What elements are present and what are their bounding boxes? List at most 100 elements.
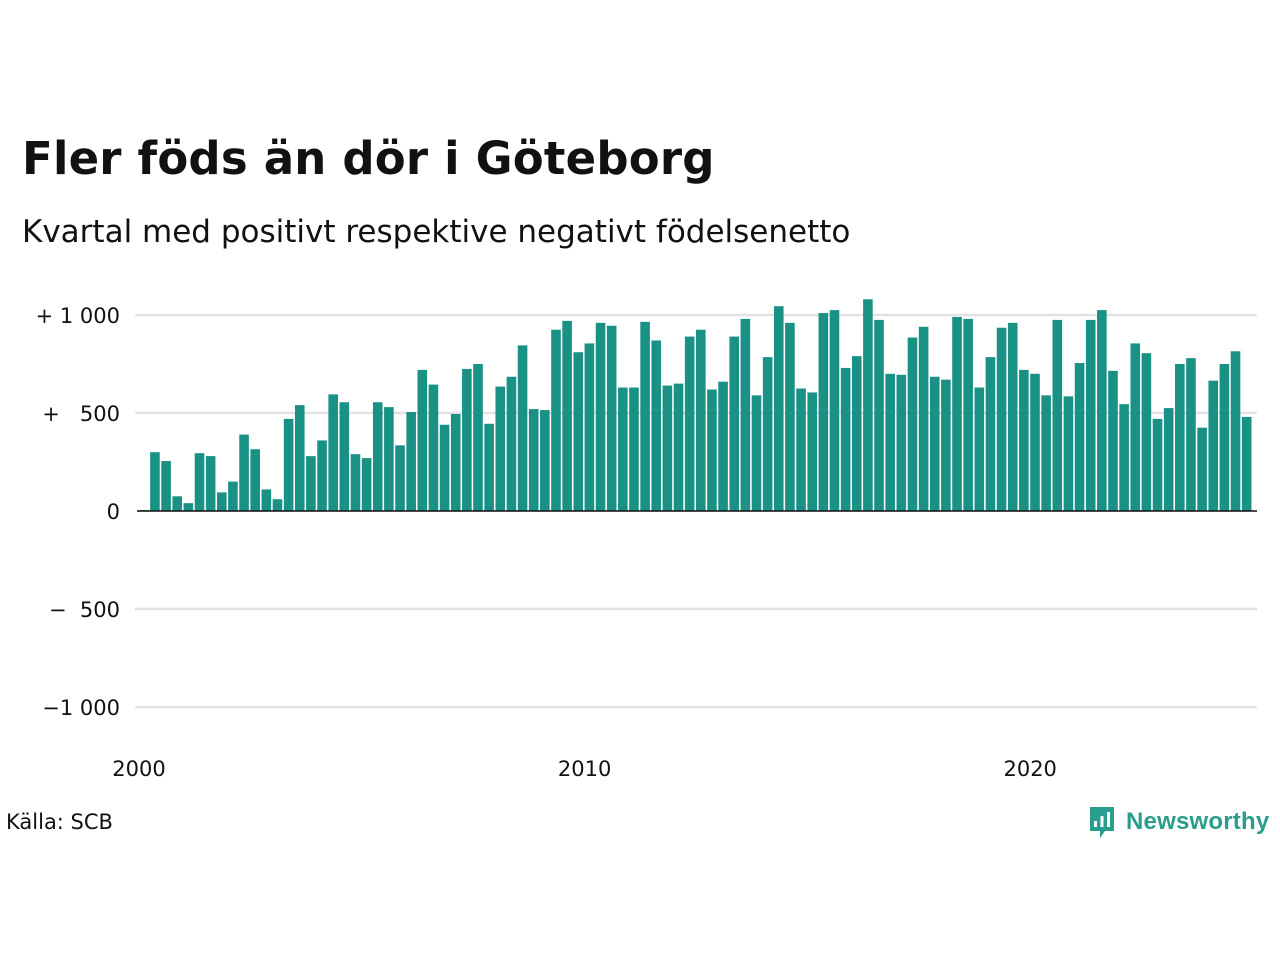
bar [384,407,394,511]
bar [651,340,662,511]
bar [1052,319,1063,511]
bar [996,327,1007,511]
bar [406,412,416,511]
bar [306,456,316,511]
bar [974,387,985,511]
bar [395,445,405,511]
y-tick-label: − 500 [49,598,120,622]
bar [929,376,940,511]
bar [183,503,194,511]
bar [1019,369,1029,511]
bar [618,387,628,511]
bar [662,385,673,511]
bar [172,496,183,511]
bar [729,336,740,511]
bar [506,376,517,511]
x-tick-label: 2000 [112,757,165,781]
bar [194,453,205,511]
bar [952,316,962,511]
bar [851,356,862,511]
bar [885,373,895,511]
bar [328,394,338,511]
bar [874,319,884,511]
newsworthy-logo[interactable]: Newsworthy [1088,804,1269,840]
bar [907,337,918,511]
bar [1175,364,1185,511]
bar [1186,358,1196,511]
bar [606,325,617,511]
bar [417,369,428,511]
bar [1208,380,1219,511]
bar [1097,310,1107,511]
bar [1197,427,1207,511]
bar [1074,363,1085,511]
bar [1108,370,1118,511]
y-tick-label: + 1 000 [36,304,120,328]
bar [239,434,249,511]
bar [707,389,717,511]
bar [1130,343,1141,511]
bar [941,379,951,511]
bar [985,357,996,511]
bar [629,387,639,511]
bar [1063,396,1074,511]
bar [684,336,695,511]
x-axis-tick-labels: 2000 2010 2020 [112,757,1057,781]
bar [283,418,294,511]
y-tick-label: −1 000 [42,696,120,720]
bars [139,299,1252,511]
bar [562,320,572,511]
bar [495,386,506,511]
bar-chart: + 1 000 + 500 0 − 500 −1 000 2000 2010 2020 [36,299,1257,781]
bar [1119,404,1129,511]
bar [1141,353,1152,511]
bar [595,322,606,511]
bar [1163,408,1174,511]
bar [528,409,539,511]
bar [484,423,494,511]
bar [1230,351,1241,511]
brand-name: Newsworthy [1126,808,1270,835]
bar [807,392,817,511]
bar [261,489,272,511]
bar [740,318,751,511]
bar [161,461,171,511]
bar [1041,395,1051,511]
bar [517,345,528,511]
bar [918,326,929,511]
bar [818,313,829,511]
bar [473,364,483,511]
bar [762,357,773,511]
bar [863,299,873,511]
bar [573,352,584,511]
bar [551,329,561,511]
bar [963,318,973,511]
bar [294,405,305,511]
bar [1030,373,1040,511]
x-tick-label: 2010 [558,757,611,781]
bar [673,383,684,511]
bar [317,440,327,511]
bar [1241,416,1252,511]
bar [829,310,840,511]
bar [372,402,383,511]
bar [462,368,472,511]
bar [216,492,227,511]
chart-title: Fler föds än dör i Göteborg [22,132,715,185]
bar [1152,418,1163,511]
bar [228,481,238,511]
bar [540,410,550,511]
bar [1007,322,1018,511]
bar [339,402,350,511]
bar [584,343,595,511]
bar [361,458,372,511]
bar [640,321,650,511]
y-tick-label: + 500 [42,402,120,426]
newsworthy-bar-chart-icon [1090,807,1114,838]
bar [773,306,784,511]
y-tick-label: 0 [107,500,120,524]
bar [840,367,851,511]
bar [272,499,283,511]
bar [250,449,260,511]
bar [350,454,361,511]
